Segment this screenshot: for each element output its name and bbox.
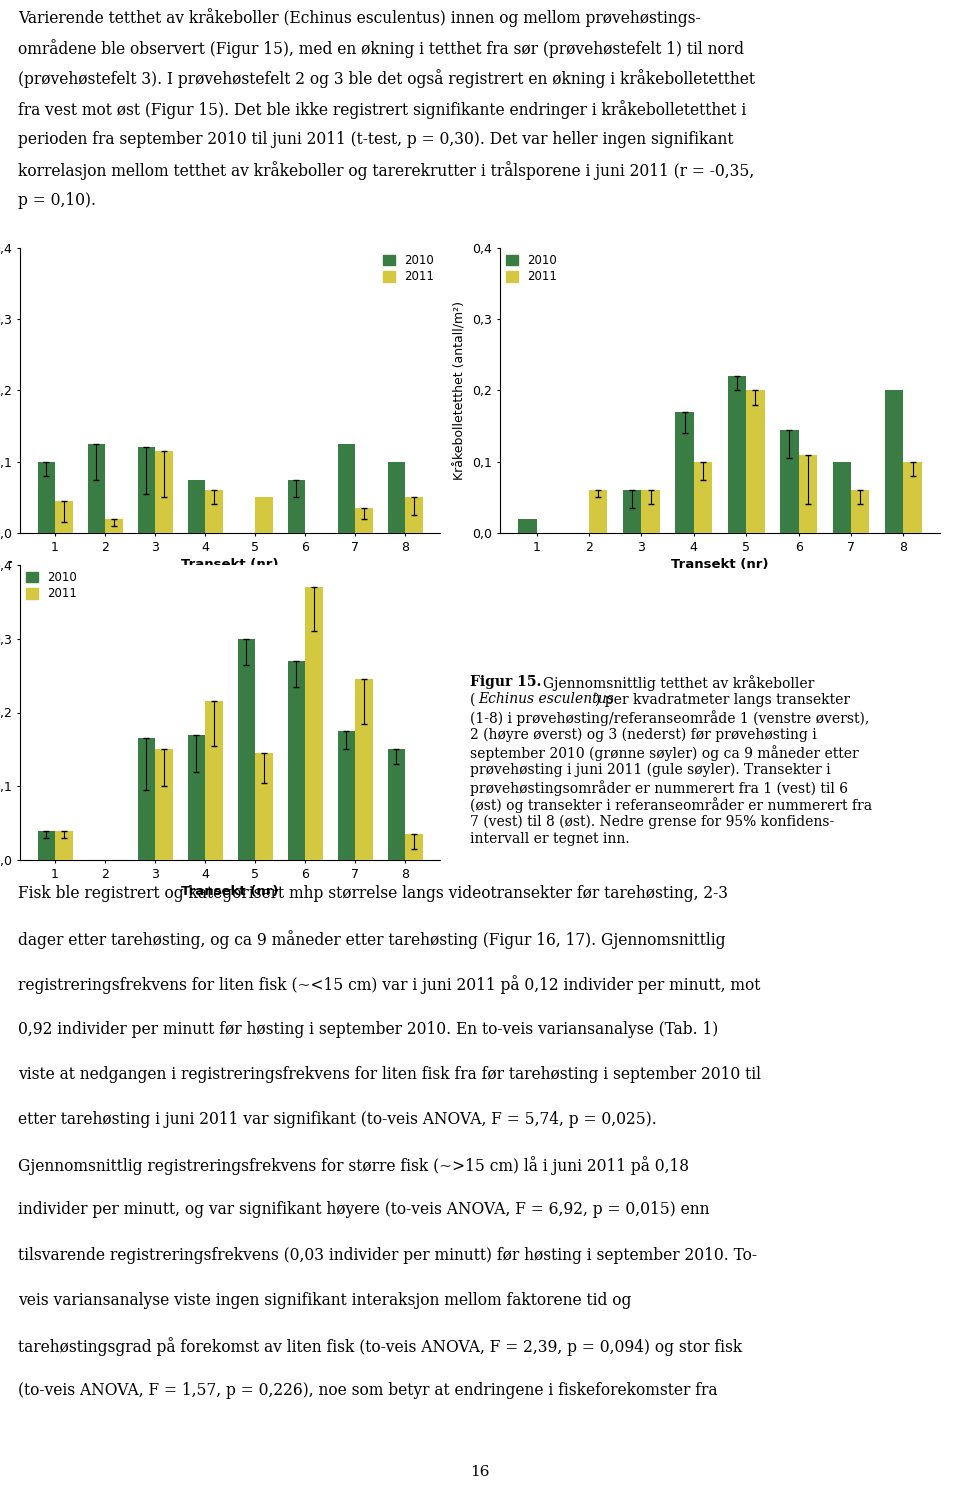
Bar (355, 680, 372, 859)
Text: fra vest mot øst (Figur 15). Det ble ikke registrert signifikante endringer i kr: fra vest mot øst (Figur 15). Det ble ikk… (18, 100, 746, 118)
Legend: 2010, 2011: 2010, 2011 (383, 254, 434, 284)
X-axis label: Transekt (nr): Transekt (nr) (181, 885, 278, 898)
Bar (746, 390, 764, 532)
Text: (to-veis ANOVA, F = 1,57, p = 0,226), noe som betyr at endringene i fiskeforekom: (to-veis ANOVA, F = 1,57, p = 0,226), no… (18, 1382, 717, 1400)
Text: intervall er tegnet inn.: intervall er tegnet inn. (470, 833, 630, 846)
Text: p = 0,10).: p = 0,10). (18, 192, 96, 208)
Text: 16: 16 (470, 1466, 490, 1479)
Text: 2 (høyre øverst) og 3 (nederst) før prøvehøsting i: 2 (høyre øverst) og 3 (nederst) før prøv… (470, 728, 817, 742)
Bar (676, 413, 694, 532)
X-axis label: Transekt (nr): Transekt (nr) (671, 558, 769, 572)
Bar (589, 490, 608, 532)
Text: ) per kvadratmeter langs transekter: ) per kvadratmeter langs transekter (594, 693, 850, 706)
Text: viste at nedgangen i registreringsfrekvens for liten fisk fra før tarehøsting i : viste at nedgangen i registreringsfrekve… (18, 1066, 761, 1083)
Text: registreringsfrekvens for liten fisk (~<15 cm) var i juni 2011 på 0,12 individer: registreringsfrekvens for liten fisk (~<… (18, 975, 760, 994)
Bar (37, 831, 55, 860)
Text: Gjennomsnittlig registreringsfrekvens for større fisk (~>15 cm) lå i juni 2011 p: Gjennomsnittlig registreringsfrekvens fo… (18, 1156, 689, 1174)
Bar (641, 490, 660, 532)
Bar (355, 509, 372, 532)
Bar (518, 519, 537, 532)
Bar (388, 462, 405, 532)
Text: Echinus esculentus: Echinus esculentus (478, 693, 614, 706)
Text: (: ( (470, 693, 475, 706)
Bar (137, 738, 155, 860)
Text: Gjennomsnittlig tetthet av kråkeboller: Gjennomsnittlig tetthet av kråkeboller (542, 675, 814, 692)
Bar (405, 498, 422, 532)
Bar (799, 454, 817, 532)
Bar (405, 834, 422, 860)
Text: tarehøstingsgrad på forekomst av liten fisk (to-veis ANOVA, F = 2,39, p = 0,094): tarehøstingsgrad på forekomst av liten f… (18, 1336, 742, 1356)
Bar (338, 444, 355, 532)
Bar (237, 639, 255, 860)
Text: dager etter tarehøsting, og ca 9 måneder etter tarehøsting (Figur 16, 17). Gjenn: dager etter tarehøsting, og ca 9 måneder… (18, 930, 726, 950)
Bar (87, 444, 105, 532)
Bar (287, 480, 305, 532)
Bar (205, 702, 223, 859)
Text: veis variansanalyse viste ingen signifikant interaksjon mellom faktorene tid og: veis variansanalyse viste ingen signifik… (18, 1292, 632, 1310)
Bar (851, 490, 870, 532)
Text: prøvehøstingsområder er nummerert fra 1 (vest) til 6: prøvehøstingsområder er nummerert fra 1 … (470, 780, 848, 796)
Text: (øst) og transekter i referanseområder er nummerert fra: (øst) og transekter i referanseområder e… (470, 798, 872, 813)
Bar (187, 735, 205, 860)
Bar (694, 462, 712, 532)
Bar (623, 490, 641, 532)
Text: områdene ble observert (Figur 15), med en økning i tetthet fra sør (prøvehøstefe: områdene ble observert (Figur 15), med e… (18, 39, 744, 57)
Text: september 2010 (grønne søyler) og ca 9 måneder etter: september 2010 (grønne søyler) og ca 9 m… (470, 746, 859, 760)
Text: korrelasjon mellom tetthet av kråkeboller og tarerekrutter i trålsporene i juni : korrelasjon mellom tetthet av kråkebolle… (18, 162, 755, 180)
Text: (1-8) i prøvehøsting/referanseområde 1 (venstre øverst),: (1-8) i prøvehøsting/referanseområde 1 (… (470, 710, 869, 726)
Text: .: . (7, 549, 12, 567)
Bar (903, 462, 922, 532)
Bar (55, 831, 73, 860)
Bar (37, 462, 55, 532)
Legend: 2010, 2011: 2010, 2011 (506, 254, 557, 284)
Text: Varierende tetthet av kråkeboller (​Echinus esculentus​) innen og mellom prøvehø: Varierende tetthet av kråkeboller (​Echi… (18, 8, 701, 27)
Bar (780, 429, 799, 532)
Legend: 2010, 2011: 2010, 2011 (26, 572, 77, 600)
Y-axis label: Kråkebolletetthet (antall/m²): Kråkebolletetthet (antall/m²) (454, 302, 467, 480)
Bar (388, 750, 405, 859)
Text: Figur 15.: Figur 15. (470, 675, 541, 688)
Bar (105, 519, 123, 532)
Text: 7 (vest) til 8 (øst). Nedre grense for 95% konfidens-: 7 (vest) til 8 (øst). Nedre grense for 9… (470, 815, 834, 830)
Bar (885, 390, 903, 532)
Bar (205, 490, 223, 532)
Text: prøvehøsting i juni 2011 (gule søyler). Transekter i: prøvehøsting i juni 2011 (gule søyler). … (470, 762, 830, 777)
Bar (338, 730, 355, 860)
Text: 0,92 individer per minutt før høsting i september 2010. En to-veis variansanalys: 0,92 individer per minutt før høsting i … (18, 1020, 718, 1038)
Bar (832, 462, 851, 532)
Bar (55, 501, 73, 532)
Bar (187, 480, 205, 532)
Text: etter tarehøsting i juni 2011 var signifikant (to-veis ANOVA, F = 5,74, p = 0,02: etter tarehøsting i juni 2011 var signif… (18, 1112, 657, 1128)
Bar (255, 498, 273, 532)
Bar (155, 452, 173, 532)
Text: Fisk ble registrert og kategorisert mhp størrelse langs videotransekter før tare: Fisk ble registrert og kategorisert mhp … (18, 885, 728, 902)
Text: perioden fra september 2010 til juni 2011 (t-test, p = 0,30). Det var heller ing: perioden fra september 2010 til juni 201… (18, 130, 733, 147)
Text: individer per minutt, og var signifikant høyere (to-veis ANOVA, F = 6,92, p = 0,: individer per minutt, og var signifikant… (18, 1202, 709, 1218)
Bar (155, 750, 173, 859)
X-axis label: Transekt (nr): Transekt (nr) (181, 558, 278, 572)
Bar (305, 586, 323, 859)
Bar (255, 753, 273, 859)
Text: (prøvehøstefelt 3). I prøvehøstefelt 2 og 3 ble det også registrert en økning i : (prøvehøstefelt 3). I prøvehøstefelt 2 o… (18, 69, 755, 88)
Bar (728, 376, 746, 532)
Text: tilsvarende registreringsfrekvens (0,03 individer per minutt) før høsting i sept: tilsvarende registreringsfrekvens (0,03 … (18, 1246, 757, 1263)
Bar (137, 447, 155, 532)
Bar (287, 662, 305, 859)
